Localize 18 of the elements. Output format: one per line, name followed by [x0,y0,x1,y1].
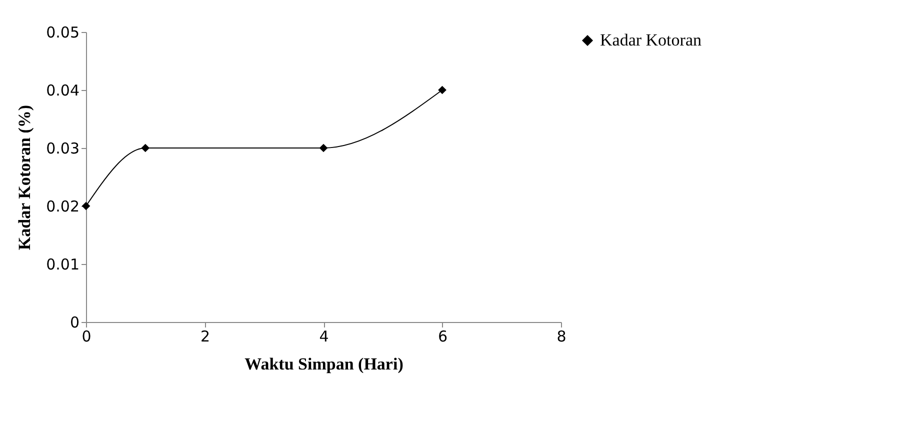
point [141,144,150,152]
y-tick-label: 0.01 [46,256,80,274]
y-axis-title: Kadar Kotoran (%) [15,104,34,250]
x-tick-label: 8 [556,328,566,346]
point [82,202,90,210]
x-tick-label: 0 [82,328,92,346]
y-tick-label: 0 [70,314,80,332]
y-tick-label: 0.04 [46,82,80,100]
x-tick-label: 4 [319,328,329,346]
point [319,144,328,152]
x-tick-label: 2 [200,328,210,346]
point [438,86,446,94]
x-tick-label: 6 [438,328,448,346]
y-tick-label: 0.05 [46,24,80,42]
y-tick-label: 0.02 [46,198,80,216]
legend-label: Kadar Kotoran [600,30,702,50]
x-axis-title: Waktu Simpan (Hari) [244,354,404,374]
y-tick-label: 0.03 [46,140,80,158]
